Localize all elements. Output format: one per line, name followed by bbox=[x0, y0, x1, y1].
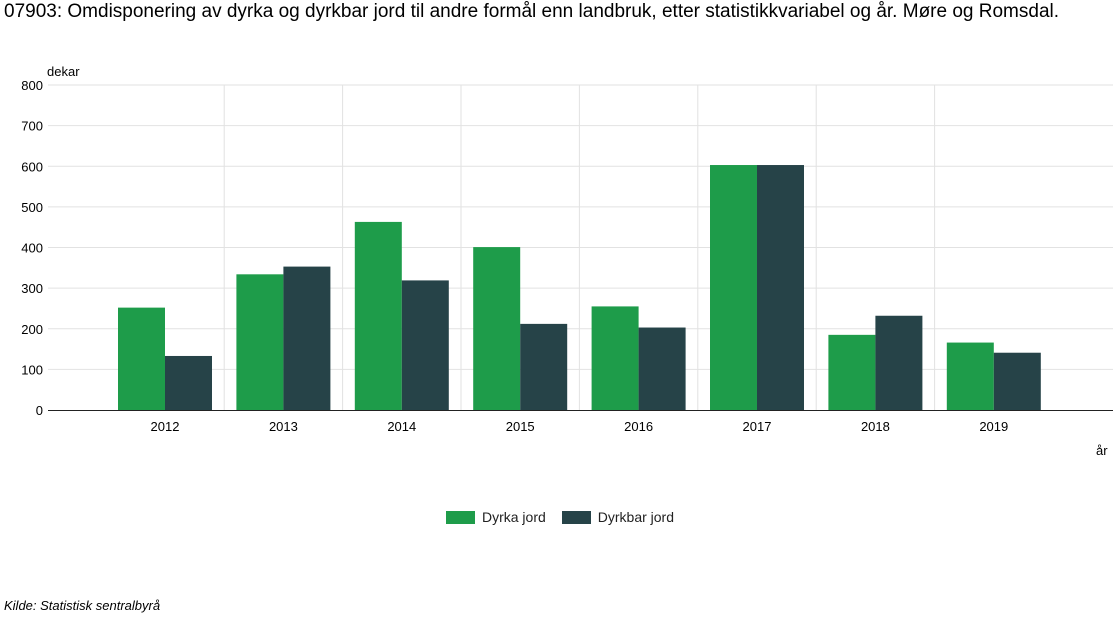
chart-title: 07903: Omdisponering av dyrka og dyrkbar… bbox=[4, 1, 1060, 22]
bar-dyrka-jord-2014 bbox=[354, 221, 402, 410]
bars bbox=[118, 165, 1041, 410]
x-tick-label: 2018 bbox=[861, 419, 890, 434]
bar-dyrka-jord-2013 bbox=[236, 274, 284, 410]
x-tick-label: 2015 bbox=[506, 419, 535, 434]
bar-dyrkbar-jord-2013 bbox=[283, 266, 331, 410]
x-axis-title: år bbox=[1096, 443, 1108, 458]
bar-dyrkbar-jord-2019 bbox=[993, 352, 1041, 410]
legend-label: Dyrka jord bbox=[481, 509, 546, 525]
bar-dyrka-jord-2017 bbox=[710, 165, 757, 410]
x-tick-label: 2017 bbox=[743, 419, 772, 434]
legend-swatch-dyrka-jord bbox=[445, 510, 475, 524]
legend-item-dyrkbar-jord[interactable]: Dyrkbar jord bbox=[561, 509, 675, 525]
y-tick-label: 700 bbox=[21, 119, 43, 134]
x-tick-label: 2019 bbox=[979, 419, 1008, 434]
y-tick-label: 600 bbox=[21, 159, 43, 174]
x-axis-ticks: 2012 2013 2014 2015 2016 2017 2018 2019 bbox=[151, 419, 1009, 434]
bar-dyrka-jord-2018 bbox=[828, 334, 876, 410]
bar-dyrkbar-jord-2012 bbox=[165, 355, 212, 410]
y-tick-label: 400 bbox=[21, 241, 43, 256]
bar-dyrka-jord-2012 bbox=[118, 307, 165, 410]
bar-dyrkbar-jord-2017 bbox=[757, 165, 804, 410]
bar-dyrkbar-jord-2016 bbox=[638, 327, 686, 410]
x-tick-label: 2013 bbox=[269, 419, 298, 434]
y-tick-label: 300 bbox=[21, 281, 43, 296]
y-tick-label: 500 bbox=[21, 200, 43, 215]
y-tick-label: 0 bbox=[36, 403, 43, 418]
bar-dyrkbar-jord-2018 bbox=[875, 315, 923, 410]
grid-lines bbox=[48, 84, 1113, 410]
bar-dyrkbar-jord-2014 bbox=[401, 280, 449, 410]
bar-dyrka-jord-2016 bbox=[591, 306, 639, 410]
y-tick-label: 200 bbox=[21, 322, 43, 337]
y-tick-label: 800 bbox=[21, 78, 43, 93]
x-tick-label: 2014 bbox=[387, 419, 416, 434]
source-note: Kilde: Statistisk sentralbyrå bbox=[4, 598, 161, 613]
legend: Dyrka jord Dyrkbar jord bbox=[0, 509, 1120, 525]
y-axis-ticks: 0 100 200 300 400 500 600 700 800 bbox=[21, 78, 43, 418]
legend-swatch-dyrkbar-jord bbox=[561, 510, 591, 524]
legend-label: Dyrkbar jord bbox=[597, 509, 675, 525]
x-tick-label: 2016 bbox=[624, 419, 653, 434]
y-axis-title: dekar bbox=[47, 64, 80, 79]
bar-dyrkbar-jord-2015 bbox=[520, 323, 568, 410]
bar-dyrka-jord-2015 bbox=[473, 247, 521, 410]
bar-dyrka-jord-2019 bbox=[946, 342, 994, 410]
legend-item-dyrka-jord[interactable]: Dyrka jord bbox=[445, 509, 546, 525]
x-tick-label: 2012 bbox=[151, 419, 180, 434]
y-tick-label: 100 bbox=[21, 362, 43, 377]
